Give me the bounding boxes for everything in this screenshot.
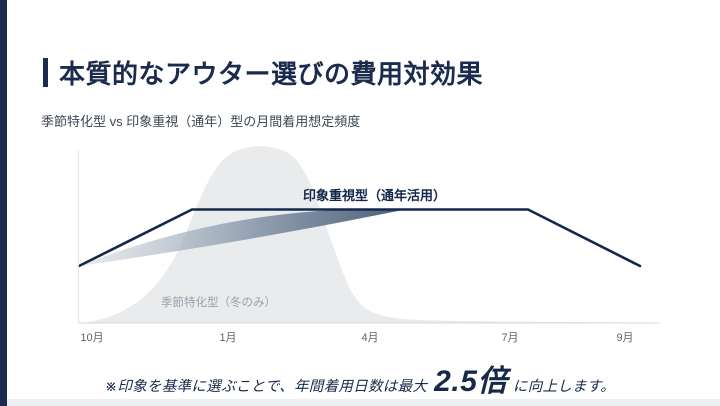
takeaway-suffix: に向上します。 <box>512 379 616 395</box>
page-title: 本質的なアウター選びの費用対効果 <box>59 59 484 89</box>
gap-accent-band <box>79 208 405 266</box>
x-tick-jul: 7月 <box>501 332 519 344</box>
x-tick-apr: 4月 <box>361 332 379 344</box>
impression-line-series <box>77 208 642 268</box>
impression-series-label: 印象重視型（通年活用） <box>303 188 447 203</box>
chart-canvas <box>77 146 660 324</box>
seasonal-series-label: 季節特化型（冬のみ） <box>161 297 276 309</box>
x-tick-oct: 10月 <box>80 332 104 344</box>
takeaway-annotation: ※印象を基準に選ぶことで、年間着用日数は最大 2.5倍 に向上します。 <box>0 356 720 398</box>
x-tick-sep: 9月 <box>616 332 634 344</box>
bottom-edge-strip <box>7 399 720 406</box>
takeaway-highlight-value: 2.5倍 <box>434 365 508 398</box>
title-accent-bar <box>43 58 48 87</box>
wear-frequency-chart: 印象重視型（通年活用） 季節特化型（冬のみ） 10月 1月 4月 7月 9月 <box>77 146 660 344</box>
chart-subtitle: 季節特化型 vs 印象重視（通年）型の月間着用想定頻度 <box>41 114 361 129</box>
x-tick-jan: 1月 <box>219 332 237 344</box>
takeaway-prefix: ※印象を基準に選ぶことで、年間着用日数は最大 <box>104 379 428 395</box>
seasonal-area-series <box>86 146 648 323</box>
left-edge-accent-bar <box>0 0 7 406</box>
slide-header: 本質的なアウター選びの費用対効果 <box>43 54 483 91</box>
